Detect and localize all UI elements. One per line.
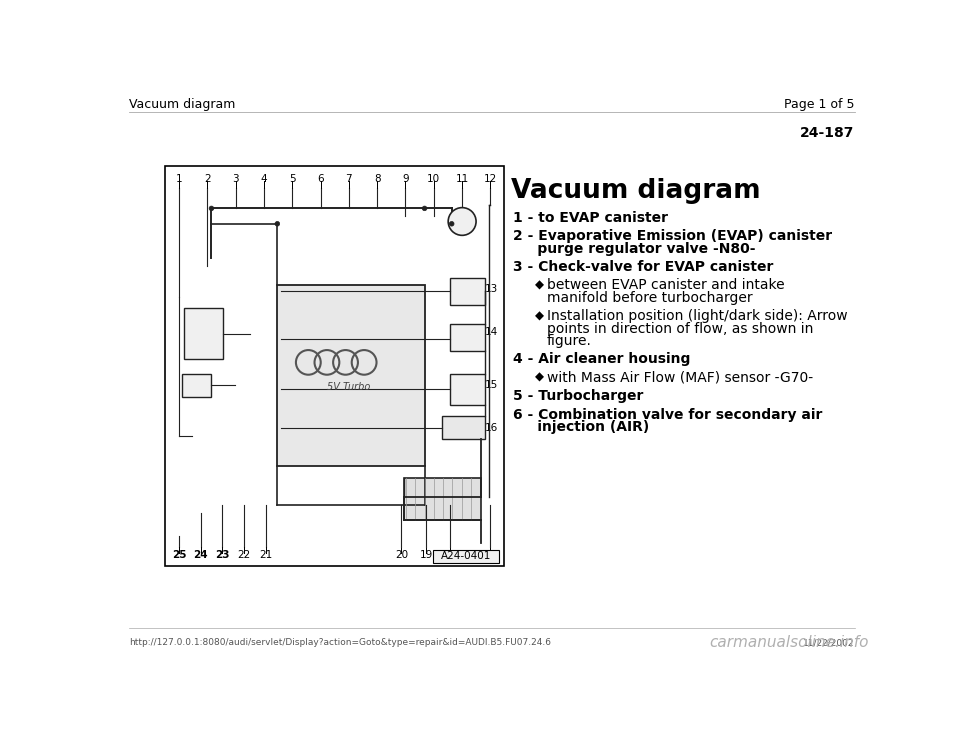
- Text: A24-0401: A24-0401: [441, 551, 491, 562]
- Text: 21: 21: [259, 551, 273, 560]
- Text: 12: 12: [484, 174, 497, 184]
- Text: 3: 3: [232, 174, 239, 184]
- Text: ◆: ◆: [535, 309, 543, 322]
- Text: Page 1 of 5: Page 1 of 5: [784, 98, 854, 111]
- Text: 2 - Evaporative Emission (EVAP) canister: 2 - Evaporative Emission (EVAP) canister: [513, 229, 832, 243]
- Text: Vacuum diagram: Vacuum diagram: [512, 177, 761, 203]
- Circle shape: [209, 206, 214, 211]
- Bar: [165, 166, 504, 566]
- Bar: [433, 550, 499, 563]
- Text: 19: 19: [420, 551, 433, 560]
- Text: between EVAP canister and intake: between EVAP canister and intake: [547, 278, 784, 292]
- Text: 24-187: 24-187: [801, 126, 854, 140]
- Circle shape: [275, 221, 279, 226]
- Text: 11: 11: [455, 174, 468, 184]
- Text: 13: 13: [485, 284, 498, 295]
- Text: 17: 17: [484, 551, 497, 560]
- Bar: [443, 416, 485, 439]
- Circle shape: [422, 206, 427, 211]
- Text: 2: 2: [204, 174, 210, 184]
- Bar: [450, 278, 485, 305]
- Text: 6 - Combination valve for secondary air: 6 - Combination valve for secondary air: [513, 408, 823, 421]
- Text: 25: 25: [172, 551, 186, 560]
- Text: manifold before turbocharger: manifold before turbocharger: [547, 291, 753, 305]
- Circle shape: [448, 208, 476, 235]
- Text: 15: 15: [485, 381, 498, 390]
- Text: Installation position (light/dark side): Arrow: Installation position (light/dark side):…: [547, 309, 848, 324]
- Text: 20: 20: [395, 551, 408, 560]
- Text: 14: 14: [485, 326, 498, 337]
- Text: 16: 16: [485, 423, 498, 433]
- Text: with Mass Air Flow (MAF) sensor -G70-: with Mass Air Flow (MAF) sensor -G70-: [547, 371, 813, 385]
- Text: injection (AIR): injection (AIR): [513, 420, 649, 434]
- Text: 9: 9: [402, 174, 409, 184]
- Bar: [450, 324, 485, 351]
- Bar: [450, 374, 485, 404]
- Text: 7: 7: [346, 174, 352, 184]
- Text: ◆: ◆: [535, 278, 543, 292]
- Bar: [184, 309, 223, 358]
- Text: carmanualsoline.info: carmanualsoline.info: [709, 635, 869, 650]
- Text: Vacuum diagram: Vacuum diagram: [130, 98, 235, 111]
- Text: points in direction of flow, as shown in: points in direction of flow, as shown in: [547, 321, 813, 335]
- Circle shape: [449, 221, 454, 226]
- Text: http://127.0.0.1:8080/audi/servlet/Display?action=Goto&type=repair&id=AUDI.B5.FU: http://127.0.0.1:8080/audi/servlet/Displ…: [130, 638, 551, 647]
- Text: ◆: ◆: [535, 371, 543, 384]
- Bar: [182, 374, 211, 397]
- Text: 5V Turbo: 5V Turbo: [327, 381, 371, 392]
- Text: 5: 5: [289, 174, 296, 184]
- Text: 10: 10: [427, 174, 441, 184]
- Text: purge regulator valve -N80-: purge regulator valve -N80-: [513, 241, 756, 255]
- Text: 24: 24: [193, 551, 208, 560]
- Text: 1: 1: [176, 174, 182, 184]
- Text: 5 - Turbocharger: 5 - Turbocharger: [513, 390, 643, 404]
- Text: 3 - Check-valve for EVAP canister: 3 - Check-valve for EVAP canister: [513, 260, 774, 274]
- Text: 22: 22: [237, 551, 251, 560]
- Text: figure.: figure.: [547, 334, 592, 348]
- Text: 4: 4: [260, 174, 267, 184]
- Text: 4 - Air cleaner housing: 4 - Air cleaner housing: [513, 352, 690, 367]
- Text: 8: 8: [373, 174, 380, 184]
- Text: 1 - to EVAP canister: 1 - to EVAP canister: [513, 211, 668, 225]
- Text: 23: 23: [215, 551, 229, 560]
- Text: 11/22/2002: 11/22/2002: [804, 638, 854, 647]
- Bar: [277, 286, 424, 466]
- Text: 18: 18: [444, 551, 457, 560]
- Text: 6: 6: [317, 174, 324, 184]
- Bar: [403, 478, 481, 520]
